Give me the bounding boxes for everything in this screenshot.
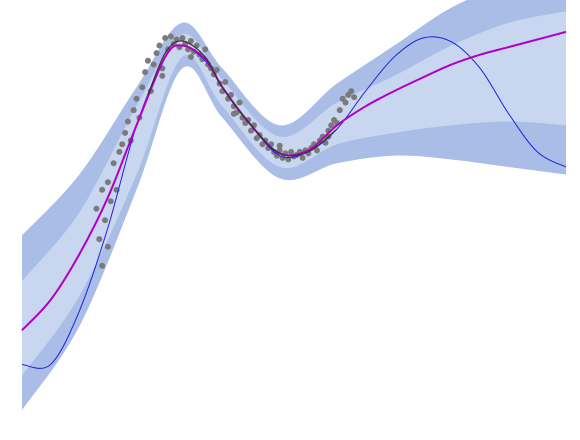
observation-point: [142, 69, 149, 76]
function-curves: [21, 30, 567, 369]
observation-point: [139, 84, 146, 91]
observation-point: [230, 110, 237, 117]
observation-point: [124, 118, 131, 125]
observation-point: [110, 160, 117, 167]
observation-point: [102, 217, 109, 224]
observation-point: [202, 46, 209, 53]
observation-point: [130, 107, 137, 114]
observation-point: [313, 147, 320, 154]
observation-point: [193, 42, 200, 49]
observation-point: [96, 236, 103, 243]
observation-point: [162, 34, 169, 41]
observation-point: [187, 53, 194, 60]
observation-point: [213, 66, 220, 73]
observation-point: [276, 142, 283, 149]
observation-point: [153, 50, 160, 57]
observation-point: [156, 42, 163, 49]
observation-point: [116, 148, 123, 155]
observation-point: [99, 262, 106, 269]
observation-point: [336, 107, 343, 114]
observation-point: [299, 154, 306, 161]
observation-point: [144, 57, 151, 64]
observation-point: [351, 94, 358, 101]
observation-point: [236, 99, 243, 106]
observation-point: [150, 61, 157, 68]
observation-point: [342, 99, 349, 106]
observation-point: [104, 243, 111, 250]
observation-point: [348, 88, 355, 95]
observation-point: [93, 205, 100, 212]
observation-point: [107, 198, 114, 205]
observation-point: [222, 79, 229, 85]
observation-point: [159, 72, 166, 79]
observation-point: [273, 152, 280, 159]
band-inner-area: [22, 11, 566, 376]
observation-point: [328, 122, 335, 129]
observation-point: [179, 34, 186, 41]
observation-point: [99, 186, 106, 193]
confidence-bands: [22, 0, 566, 410]
observation-point: [119, 141, 126, 148]
true-function-line: [21, 36, 567, 369]
observation-point: [133, 95, 140, 102]
observation-point: [187, 38, 194, 44]
observation-point: [122, 129, 129, 136]
data-fit-line: [147, 40, 338, 157]
observation-point: [248, 127, 255, 134]
observation-point: [167, 33, 174, 40]
observation-point: [104, 179, 111, 186]
observation-point: [288, 148, 295, 155]
